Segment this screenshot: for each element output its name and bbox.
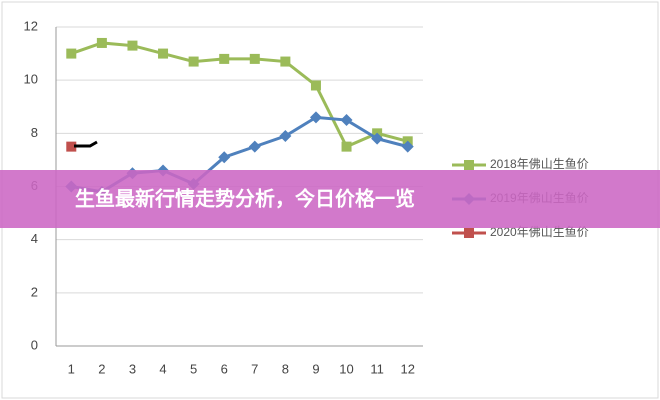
- x-tick-label: 10: [339, 361, 353, 376]
- x-tick-label: 8: [282, 361, 289, 376]
- y-tick-label: 4: [31, 231, 38, 246]
- x-tick-label: 3: [129, 361, 136, 376]
- marker: [66, 48, 77, 59]
- marker: [249, 53, 260, 64]
- marker: [248, 140, 261, 153]
- x-tick-label: 1: [68, 361, 75, 376]
- y-tick-label: 8: [31, 125, 38, 140]
- marker: [279, 129, 292, 142]
- x-tick-label: 2: [98, 361, 105, 376]
- marker: [309, 111, 322, 124]
- marker: [158, 48, 169, 59]
- marker: [96, 37, 107, 48]
- marker: [340, 114, 353, 127]
- marker: [341, 141, 352, 152]
- x-tick-label: 7: [251, 361, 258, 376]
- marker: [464, 160, 474, 170]
- marker: [280, 56, 291, 67]
- y-tick-label: 0: [31, 337, 38, 352]
- marker: [219, 53, 230, 64]
- marker: [66, 141, 77, 152]
- x-tick-label: 12: [400, 361, 414, 376]
- marker: [401, 140, 414, 153]
- marker: [127, 40, 138, 51]
- marker: [188, 56, 199, 67]
- x-tick-label: 11: [370, 361, 384, 376]
- x-tick-label: 4: [159, 361, 166, 376]
- legend-label: 2018年佛山生鱼价: [490, 157, 589, 171]
- banner-text: 生鱼最新行情走势分析，今日价格一览: [75, 186, 415, 210]
- marker: [371, 132, 384, 145]
- marker: [464, 228, 474, 238]
- y-tick-label: 2: [31, 284, 38, 299]
- legend-label: 2020年佛山生鱼价: [490, 225, 589, 239]
- x-tick-label: 5: [190, 361, 197, 376]
- y-tick-label: 10: [24, 72, 38, 87]
- marker: [218, 151, 231, 164]
- banner-background: [0, 170, 660, 228]
- y-tick-label: 12: [24, 18, 38, 33]
- x-tick-label: 9: [312, 361, 319, 376]
- marker: [310, 80, 321, 91]
- x-tick-label: 6: [221, 361, 228, 376]
- series-line: [70, 41, 409, 149]
- annotation-stroke: [74, 140, 98, 148]
